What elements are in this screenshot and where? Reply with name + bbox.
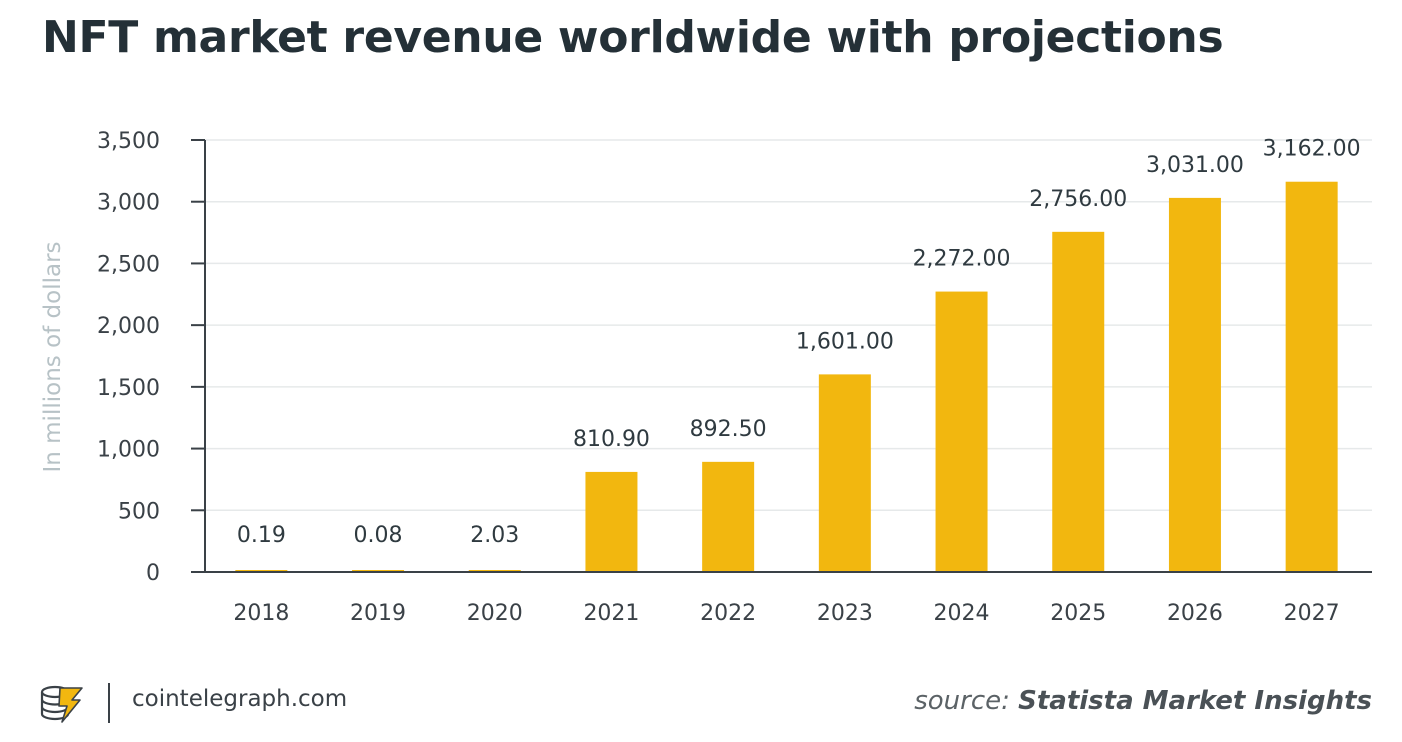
value-label-2024: 2,272.00 xyxy=(913,247,1011,272)
bar-2027 xyxy=(1285,181,1338,572)
bars xyxy=(235,181,1338,572)
value-label-2018: 0.19 xyxy=(237,523,286,548)
y-tick-label: 3,500 xyxy=(97,129,160,154)
value-label-2019: 0.08 xyxy=(354,523,403,548)
footer-divider xyxy=(108,683,110,723)
x-tick-label-2023: 2023 xyxy=(817,601,873,626)
x-tick-label-2019: 2019 xyxy=(350,601,406,626)
x-tick-label-2021: 2021 xyxy=(583,601,639,626)
chart-title: NFT market revenue worldwide with projec… xyxy=(42,12,1224,63)
y-tick-label: 2,500 xyxy=(97,252,160,277)
bar-2024 xyxy=(935,291,988,572)
y-tick-label: 1,500 xyxy=(97,376,160,401)
footer-site-link[interactable]: cointelegraph.com xyxy=(132,686,348,712)
bar-2025 xyxy=(1052,231,1105,572)
bar-2023 xyxy=(818,374,871,572)
bar-2021 xyxy=(585,471,638,572)
value-label-2022: 892.50 xyxy=(690,417,767,442)
x-tick-label-2022: 2022 xyxy=(700,601,756,626)
bar-2022 xyxy=(702,461,755,572)
y-tick-label: 0 xyxy=(146,561,160,586)
value-label-2020: 2.03 xyxy=(470,523,519,548)
x-tick-label-2026: 2026 xyxy=(1167,601,1223,626)
value-label-2027: 3,162.00 xyxy=(1263,137,1361,162)
x-tick-label-2027: 2027 xyxy=(1284,601,1340,626)
value-label-2023: 1,601.00 xyxy=(796,329,894,354)
footer-source: source: Statista Market Insights xyxy=(914,686,1372,716)
bar-2026 xyxy=(1168,197,1221,572)
x-axis-ticks: 2018 2019 2020 2021 2022 2023 2024 2025 2026 2027 xyxy=(233,601,1339,626)
value-label-2021: 810.90 xyxy=(573,427,650,452)
value-label-2025: 2,756.00 xyxy=(1029,187,1127,212)
y-axis-ticks: 0 500 1,000 1,500 2,000 2,500 3,000 3,500 xyxy=(97,129,205,586)
y-tick-label: 500 xyxy=(118,499,160,524)
y-axis-label: In millions of dollars xyxy=(40,241,66,472)
x-tick-label-2025: 2025 xyxy=(1050,601,1106,626)
value-labels: 0.19 0.08 2.03 810.90 892.50 1,601.00 2,272.00… xyxy=(237,137,1361,548)
source-prefix: source: xyxy=(914,686,1010,716)
x-tick-label-2018: 2018 xyxy=(233,601,289,626)
y-tick-label: 3,000 xyxy=(97,191,160,216)
x-tick-label-2024: 2024 xyxy=(934,601,990,626)
x-tick-label-2020: 2020 xyxy=(467,601,523,626)
cointelegraph-logo-icon xyxy=(38,684,88,729)
y-tick-label: 2,000 xyxy=(97,314,160,339)
y-tick-label: 1,000 xyxy=(97,438,160,463)
value-label-2026: 3,031.00 xyxy=(1146,153,1244,178)
source-name: Statista Market Insights xyxy=(1018,686,1372,716)
